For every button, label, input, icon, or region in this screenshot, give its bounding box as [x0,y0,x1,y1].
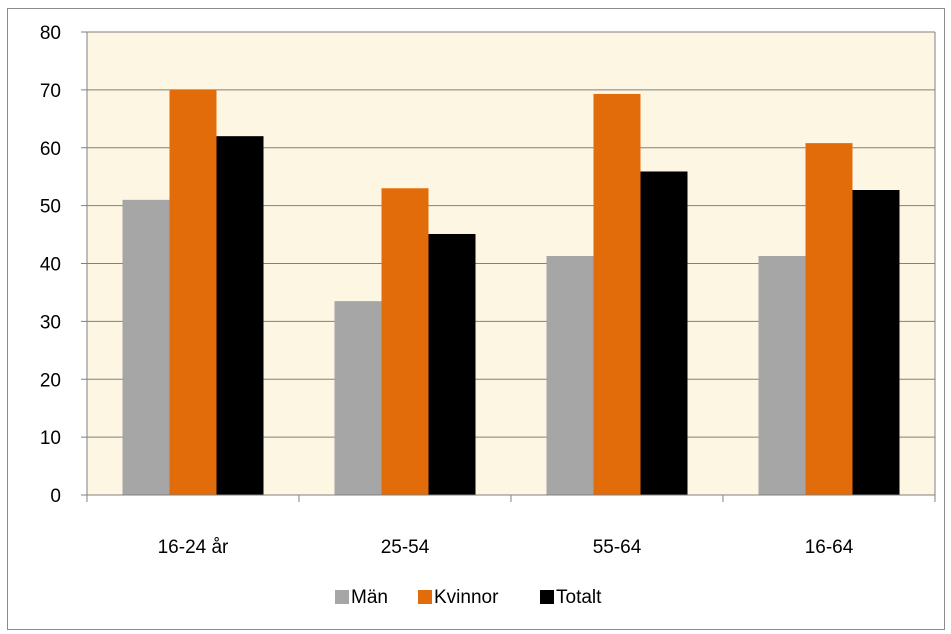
bar-män-1 [334,301,382,495]
y-tick-label: 0 [50,486,61,507]
legend-swatch-totalt [540,590,554,604]
legend-label-kvinnor: Kvinnor [434,587,499,608]
y-tick-label: 80 [40,23,61,44]
y-axis-tick-labels: 0 10 20 30 40 50 60 70 80 [40,23,61,507]
x-tick-label: 55-64 [593,537,642,558]
x-tick-label: 25-54 [381,537,430,558]
axes [86,31,936,502]
y-tick-label: 40 [40,255,61,276]
y-tick-label: 60 [40,139,61,160]
y-tick-label: 30 [40,312,61,333]
bar-män-2 [546,255,594,495]
legend-label-män: Män [351,587,388,608]
y-tick-label: 70 [40,81,61,102]
bar-män-3 [758,255,806,495]
y-tick-label: 10 [40,428,61,449]
x-axis-tick-labels: 16-24 år 25-54 55-64 16-64 [158,537,854,558]
bar-totalt-2 [640,171,688,495]
y-tick-label: 20 [40,370,61,391]
bar-kvinnor-2 [593,93,641,496]
x-tick-label: 16-64 [805,537,854,558]
bar-kvinnor-1 [381,188,429,495]
bars [122,89,900,496]
x-tick-label: 16-24 år [158,537,229,558]
legend-swatch-män [335,590,349,604]
legend: Män Kvinnor Totalt [335,587,602,608]
legend-label-totalt: Totalt [556,587,602,608]
legend-swatch-kvinnor [418,590,432,604]
bar-kvinnor-0 [169,89,217,495]
y-tick-label: 50 [40,197,61,218]
bar-kvinnor-3 [805,143,853,495]
bar-totalt-3 [852,189,900,495]
bar-totalt-1 [428,233,476,495]
bar-totalt-0 [216,136,264,496]
bar-män-0 [122,199,170,495]
